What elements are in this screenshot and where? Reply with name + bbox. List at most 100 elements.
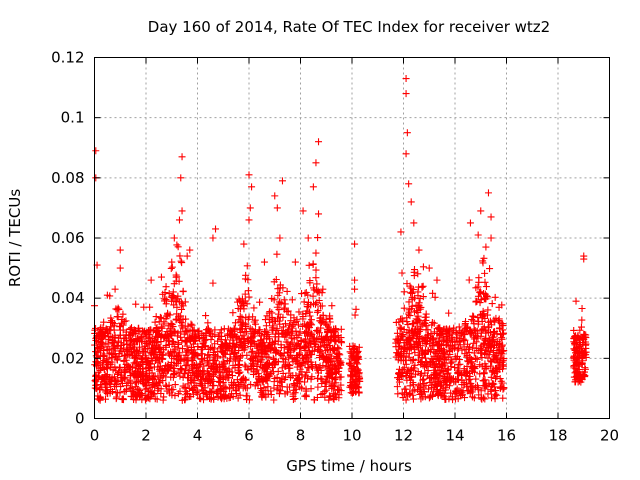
- data-point: [290, 314, 298, 322]
- data-point: [398, 332, 406, 340]
- data-point: [474, 334, 482, 342]
- data-point: [288, 354, 296, 362]
- data-point: [177, 366, 185, 374]
- data-point: [174, 243, 182, 251]
- data-point: [150, 390, 158, 398]
- data-point: [121, 364, 129, 372]
- data-point: [305, 261, 313, 269]
- data-point: [270, 384, 278, 392]
- data-point: [264, 383, 272, 391]
- data-point: [260, 364, 268, 372]
- data-point: [477, 289, 485, 297]
- data-point: [137, 355, 145, 363]
- data-point: [211, 351, 219, 359]
- data-point: [147, 350, 155, 358]
- data-point: [351, 388, 359, 396]
- data-point: [281, 356, 289, 364]
- data-point: [229, 309, 237, 317]
- data-point: [297, 360, 305, 368]
- data-point: [276, 377, 284, 385]
- x-tick-label: 18: [548, 427, 567, 445]
- data-point: [168, 340, 176, 348]
- data-point: [493, 391, 501, 399]
- data-point: [264, 359, 272, 367]
- data-point: [287, 346, 295, 354]
- data-point: [457, 332, 465, 340]
- data-point: [134, 348, 142, 356]
- data-point: [111, 285, 119, 293]
- data-point: [488, 394, 496, 402]
- data-point: [407, 343, 415, 351]
- data-point: [419, 376, 427, 384]
- data-point: [451, 353, 459, 361]
- data-point: [316, 347, 324, 355]
- data-point: [317, 324, 325, 332]
- data-point: [187, 320, 195, 328]
- data-point: [445, 395, 453, 403]
- data-point: [191, 337, 199, 345]
- data-point: [92, 348, 100, 356]
- data-point: [281, 300, 289, 308]
- data-point: [317, 375, 325, 383]
- data-point: [281, 390, 289, 398]
- data-point: [136, 369, 144, 377]
- data-point: [440, 373, 448, 381]
- data-point: [499, 394, 507, 402]
- data-point: [460, 337, 468, 345]
- data-point: [244, 287, 252, 295]
- data-point: [247, 338, 255, 346]
- data-point: [198, 344, 206, 352]
- data-point: [171, 361, 179, 369]
- data-point: [187, 344, 195, 352]
- data-point: [183, 252, 191, 260]
- data-point: [445, 342, 453, 350]
- data-point: [492, 390, 500, 398]
- data-point: [276, 234, 284, 242]
- data-point: [243, 396, 251, 404]
- data-point: [482, 350, 490, 358]
- data-point: [402, 75, 410, 83]
- data-point: [289, 358, 297, 366]
- y-tick-label: 0.04: [51, 289, 84, 307]
- data-point: [329, 383, 337, 391]
- data-point: [155, 385, 163, 393]
- data-point: [430, 361, 438, 369]
- data-point: [469, 344, 477, 352]
- data-point: [273, 386, 281, 394]
- data-point: [191, 333, 199, 341]
- data-point: [314, 234, 322, 242]
- data-point: [156, 313, 164, 321]
- data-point: [168, 321, 176, 329]
- data-point: [113, 356, 121, 364]
- data-point: [150, 376, 158, 384]
- data-point: [403, 129, 411, 137]
- data-point: [283, 287, 291, 295]
- data-point: [474, 347, 482, 355]
- data-point: [207, 344, 215, 352]
- data-point: [112, 381, 120, 389]
- data-point: [454, 368, 462, 376]
- data-point: [487, 373, 495, 381]
- data-point: [299, 322, 307, 330]
- data-point: [239, 377, 247, 385]
- data-point: [211, 326, 219, 334]
- data-point: [481, 336, 489, 344]
- data-point: [458, 391, 466, 399]
- data-point: [242, 271, 250, 279]
- data-point: [210, 395, 218, 403]
- data-point: [484, 306, 492, 314]
- data-point: [310, 300, 318, 308]
- data-point: [399, 394, 407, 402]
- x-tick-label: 4: [193, 427, 203, 445]
- data-point: [322, 343, 330, 351]
- y-tick-label: 0.02: [51, 349, 84, 367]
- data-point: [176, 356, 184, 364]
- data-point: [148, 383, 156, 391]
- data-point: [306, 308, 314, 316]
- data-point: [194, 352, 202, 360]
- data-point: [279, 313, 287, 321]
- data-point: [231, 319, 239, 327]
- data-point: [315, 138, 323, 146]
- data-point: [157, 314, 165, 322]
- data-point: [163, 335, 171, 343]
